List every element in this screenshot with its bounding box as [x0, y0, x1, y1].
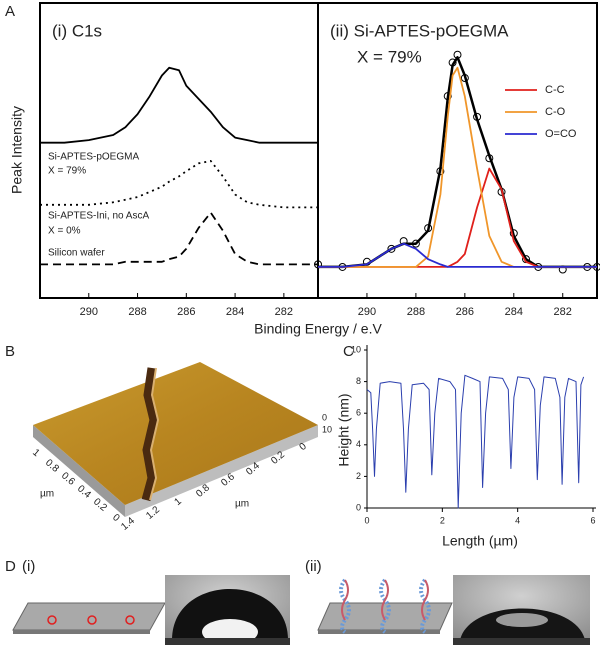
initiator-site	[47, 615, 57, 625]
afm-groove	[141, 367, 159, 502]
substrate-diagram	[12, 602, 166, 634]
afm-tick-label: 1.4	[119, 515, 137, 533]
x-tick-label: 4	[515, 515, 520, 525]
x-tick-label: 2	[440, 515, 445, 525]
annotation: Silicon wafer	[48, 248, 105, 259]
x-tick-label: 286	[456, 306, 474, 318]
afm-groove-edge	[149, 367, 160, 501]
photo-surface	[165, 638, 290, 645]
legend-label: C-O	[545, 106, 566, 118]
x-tick-label: 290	[358, 306, 376, 318]
afm-z-label: 10	[322, 424, 332, 434]
data-line	[40, 66, 318, 144]
substrate-edge	[13, 630, 150, 634]
x-tick-label: 282	[275, 306, 293, 318]
sub-label: (i)	[22, 558, 35, 575]
afm-tick-label: 0.8	[43, 457, 61, 475]
polymer-brush	[339, 578, 351, 634]
afm-tick-label: 0	[297, 441, 309, 453]
x-axis-label: Length (µm)	[442, 533, 518, 549]
y-tick-label: 8	[356, 376, 361, 386]
droplet-photo	[453, 575, 590, 645]
y-tick-label: 2	[356, 471, 361, 481]
y-tick-label: 6	[356, 408, 361, 418]
x-tick-label: 284	[505, 306, 523, 318]
annotation: Si-APTES-Ini, no AscA	[48, 211, 149, 222]
chart-title: (i) C1s	[52, 21, 102, 40]
afm-tick-label: 1	[172, 496, 184, 508]
x-tick-label: 6	[590, 515, 595, 525]
polymer-brush	[379, 578, 391, 634]
data-point	[387, 244, 396, 253]
y-tick-label: 4	[356, 439, 361, 449]
substrate	[317, 602, 453, 631]
x-tick-label: 290	[80, 306, 98, 318]
data-line	[318, 66, 597, 268]
x-tick-label: 0	[364, 515, 369, 525]
annotation: Si-APTES-pOEGMA	[48, 152, 139, 163]
data-line	[366, 374, 585, 509]
afm-image	[33, 362, 318, 517]
x-tick-label: 288	[128, 306, 146, 318]
y-axis-label: Height (nm)	[336, 393, 352, 466]
x-tick-label: 282	[554, 306, 572, 318]
data-line	[318, 242, 597, 268]
x-axis-label: Binding Energy / e.V	[254, 321, 382, 337]
afm-side	[125, 425, 318, 517]
sub-label: (ii)	[305, 558, 322, 575]
y-axis-label: Peak Intensity	[9, 106, 25, 194]
afm-unit: µm	[235, 499, 249, 510]
afm-tick-label: 1	[30, 447, 42, 459]
x-tick-label: 286	[177, 306, 195, 318]
data-line	[40, 211, 318, 266]
afm-unit: µm	[40, 489, 54, 500]
initiator-site	[125, 615, 135, 625]
polymer-backbone	[421, 579, 429, 621]
data-line	[40, 160, 318, 209]
polymer-backbone	[341, 579, 349, 621]
initiator-site	[87, 615, 97, 625]
substrate-edge	[318, 630, 440, 634]
annotation: X = 79%	[48, 166, 86, 177]
afm-tick-label: 0.6	[59, 470, 77, 488]
annotation: X = 0%	[48, 226, 81, 237]
droplet-highlight	[496, 613, 548, 627]
chart-subtitle: X = 79%	[357, 47, 422, 66]
afm-side	[33, 425, 125, 517]
brush-diagram	[317, 578, 453, 634]
panel-label: C	[343, 343, 354, 360]
panel-label: D	[5, 558, 16, 575]
panel-label: B	[5, 343, 15, 360]
legend-label: O=CO	[545, 128, 577, 140]
y-tick-label: 0	[356, 502, 361, 512]
x-tick-label: 284	[226, 306, 244, 318]
data-line	[318, 167, 597, 268]
droplet-photo	[165, 575, 290, 645]
droplet	[172, 589, 288, 640]
panel-label: A	[5, 3, 15, 20]
chart-title: (ii) Si-APTES-pOEGMA	[330, 21, 509, 40]
polymer-backbone	[381, 579, 389, 621]
afm-surface	[33, 362, 318, 505]
x-tick-label: 288	[407, 306, 425, 318]
y-tick-label: 10	[351, 344, 361, 354]
photo-surface	[453, 638, 590, 645]
polymer-brush	[419, 578, 431, 634]
afm-tick-label: 0	[110, 512, 122, 524]
afm-z-label: 0	[322, 412, 327, 422]
legend-label: C-C	[545, 84, 565, 96]
